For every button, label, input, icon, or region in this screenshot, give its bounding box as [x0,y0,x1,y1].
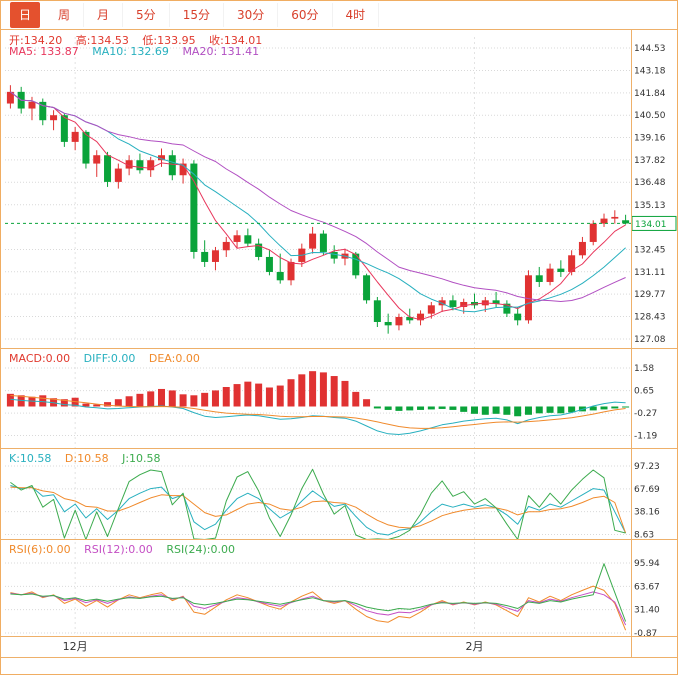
y-tick-label: -0.27 [634,409,657,419]
y-tick-label: 144.53 [634,44,666,54]
y-tick-label: 128.43 [634,312,666,322]
y-tick-label: 129.77 [634,290,666,300]
y-tick-label: 1.58 [634,364,654,374]
tab-30min[interactable]: 30分 [223,3,279,27]
y-tick-label: -1.19 [634,432,658,442]
y-tick-label: 137.82 [634,156,666,166]
y-tick-label: 31.40 [634,606,660,616]
y-tick-label: 63.67 [634,582,660,592]
x-axis-label: 12月 [63,640,88,653]
y-tick-label: 141.84 [634,89,666,99]
macd-lines [10,395,626,435]
y-tick-label: 131.11 [634,268,666,278]
y-tick-label: 38.16 [634,508,660,518]
y-tick-label: 143.18 [634,67,666,77]
y-tick-label: 97.23 [634,462,660,472]
panel-frame [1,29,677,658]
y-tick-label: 95.94 [634,559,660,569]
tab-15min[interactable]: 15分 [169,3,224,27]
y-tick-label: 136.48 [634,178,666,188]
y-tick-label: 127.08 [634,335,666,345]
y-tick-label: -0.87 [634,629,657,639]
kdj-lines [10,468,627,540]
tab-4hour[interactable]: 4时 [332,3,380,27]
current-price-marker: 134.01 [5,215,677,231]
y-tick-label: 8.63 [634,531,654,541]
grid-and-y-axis: 144.53 143.18 141.84 140.50 139.16 137.82 136.… [5,44,666,639]
x-axis: 12月 2月 [63,37,484,653]
y-tick-label: 135.13 [634,201,666,211]
ma-lines [10,91,626,321]
price-chart-canvas[interactable]: 144.53 143.18 141.84 140.50 139.16 137.82 136.… [1,29,678,675]
rsi-lines [10,563,627,631]
y-tick-label: 67.69 [634,485,660,495]
tab-60min[interactable]: 60分 [278,3,333,27]
macd-histogram [6,371,630,417]
tab-month[interactable]: 月 [84,3,124,27]
y-tick-label: 140.50 [634,111,666,121]
tab-week[interactable]: 周 [45,3,85,27]
y-tick-label: 132.45 [634,245,666,255]
tab-5min[interactable]: 5分 [123,3,170,27]
tab-day[interactable]: 日 [10,2,41,28]
y-tick-label: 0.65 [634,387,654,397]
x-axis-label: 2月 [466,640,484,653]
candlestick-series [6,85,630,334]
period-toolbar: 日 周 月 5分 15分 30分 60分 4时 [1,1,677,29]
svg-text:134.01: 134.01 [635,220,667,230]
y-tick-label: 139.16 [634,134,666,144]
